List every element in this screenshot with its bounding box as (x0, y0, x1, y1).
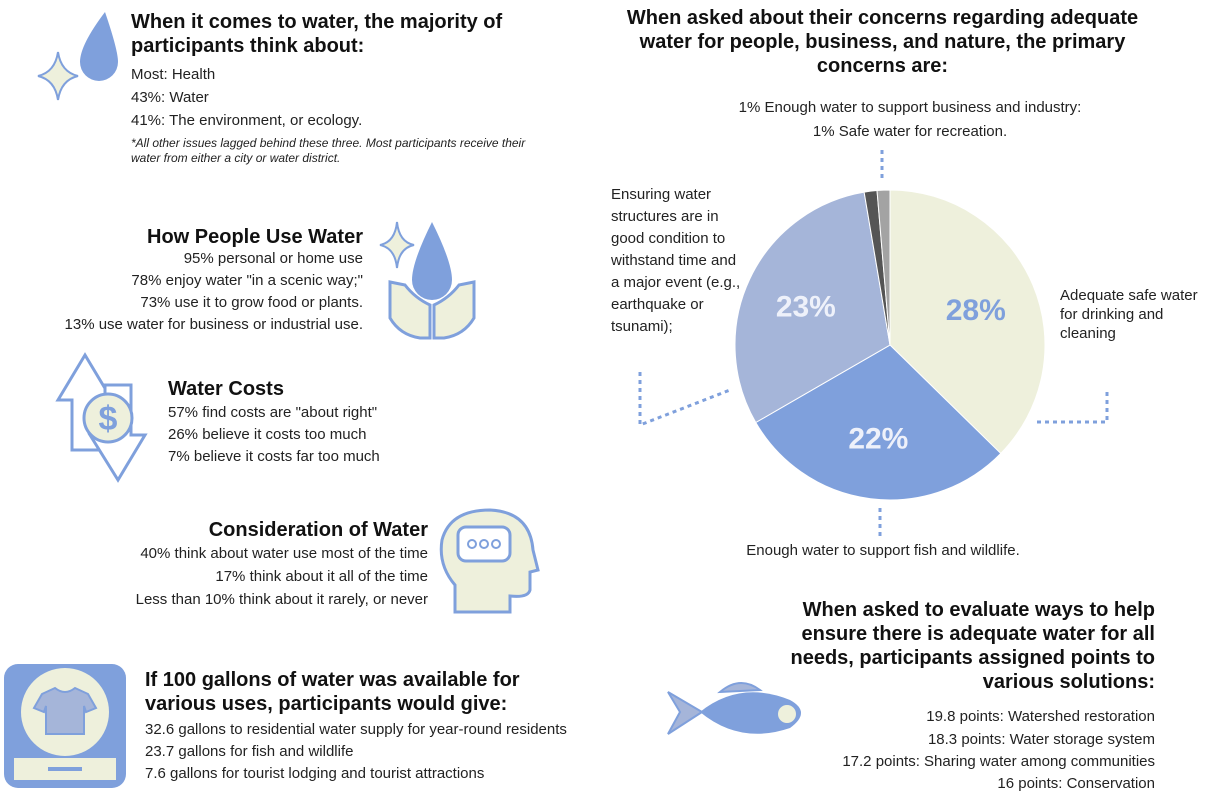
hand-drop-icon (412, 222, 452, 300)
section-line: 13% use water for business or industrial… (64, 316, 363, 333)
slice-value: 1% (738, 99, 761, 116)
pie-slice (876, 189, 891, 346)
slice-percent: 23% (776, 290, 836, 323)
section-line: 73% use it to grow food or plants. (140, 294, 363, 311)
section-note: *All other issues lagged behind these th… (131, 136, 526, 165)
section-line: 17.2 points: Sharing water among communi… (842, 753, 1155, 770)
pie: 28% 22% 23% (734, 189, 1046, 501)
speech-bubble-icon (456, 525, 512, 563)
section-title: Water Costs (168, 378, 284, 400)
section-line: Most: Health (131, 66, 216, 83)
pie-slice (889, 189, 1046, 455)
slice-category: Enough water to support fish and wildlif… (746, 542, 1020, 559)
section-title: When it comes to water, the majority of … (131, 11, 503, 57)
section-line: 7% believe it costs far too much (168, 448, 380, 465)
section-line: 40% think about water use most of the ti… (140, 545, 428, 562)
dollar-icon: $ (99, 400, 118, 438)
coin-icon (82, 392, 134, 444)
section-line: 43%: Water (131, 89, 209, 106)
pie-slice (734, 191, 891, 424)
slice-category: Ensuring water structures are in good co… (611, 186, 741, 335)
section-title: How People Use Water (147, 226, 363, 248)
section-line: 95% personal or home use (183, 250, 363, 267)
chart-title: When asked about their concerns regardin… (626, 7, 1139, 77)
section-title: If 100 gallons of water was available fo… (145, 669, 520, 715)
section-line: 26% believe it costs too much (168, 426, 367, 443)
section-title: When asked to evaluate ways to help ensu… (790, 599, 1155, 693)
slice-label: 1% Safe water for recreation. (660, 121, 1160, 143)
section-line: 16 points: Conservation (997, 775, 1155, 792)
fish-icon (700, 692, 801, 734)
sparkle-icon (379, 221, 415, 269)
pie-slice (755, 344, 1002, 501)
slice-category: Adequate safe water for drinking and cle… (1060, 287, 1198, 342)
section-line: 41%: The environment, or ecology. (131, 112, 363, 129)
sparkle-icon (37, 51, 79, 101)
slice-category: Safe water for recreation. (838, 123, 1008, 140)
slice-label: 1% Enough water to support business and … (660, 97, 1160, 119)
slice-percent: 28% (946, 294, 1006, 327)
section-line: 19.8 points: Watershed restoration (926, 708, 1155, 725)
leader-lines (638, 150, 1109, 538)
slice-category: Enough water to support business and ind… (764, 99, 1082, 116)
section-line: 32.6 gallons to residential water supply… (145, 721, 567, 738)
section-line: Less than 10% think about it rarely, or … (135, 591, 428, 608)
drop-icon (80, 12, 118, 81)
section-line: 78% enjoy water "in a scenic way;" (131, 272, 363, 289)
slice-percent: 22% (848, 422, 908, 455)
section-line: 23.7 gallons for fish and wildlife (145, 743, 354, 760)
section-line: 57% find costs are "about right" (168, 404, 378, 421)
section-line: 18.3 points: Water storage system (927, 731, 1155, 748)
section-title: Consideration of Water (208, 519, 428, 541)
slice-value: 1% (812, 123, 835, 140)
section-line: 7.6 gallons for tourist lodging and tour… (145, 765, 485, 782)
section-line: 17% think about it all of the time (215, 568, 428, 585)
hands-icon (388, 280, 476, 340)
